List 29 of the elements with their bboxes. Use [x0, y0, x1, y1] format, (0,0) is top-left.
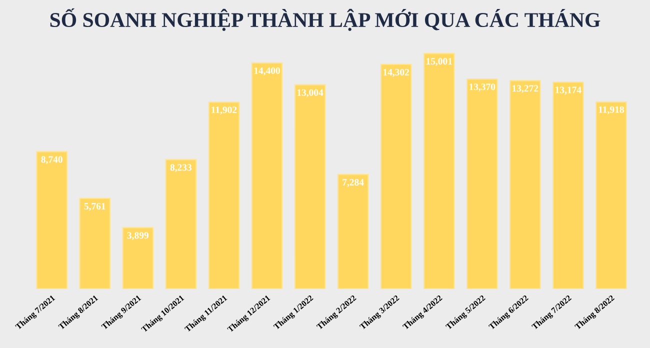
data-label: 11,902 — [212, 106, 237, 115]
data-label: 13,272 — [512, 85, 538, 94]
bar — [380, 64, 412, 289]
bar — [596, 101, 627, 289]
bar — [79, 198, 110, 289]
bar — [165, 159, 197, 289]
data-label: 7,284 — [342, 179, 364, 187]
data-label: 13,174 — [556, 86, 582, 95]
bar — [510, 80, 541, 289]
data-label: 8,740 — [41, 156, 62, 164]
data-label: 13,004 — [297, 89, 324, 98]
bar — [122, 227, 154, 289]
bar — [552, 82, 584, 289]
bar — [423, 52, 455, 289]
bar — [251, 62, 283, 289]
data-label: 13,370 — [470, 84, 496, 92]
bar — [466, 78, 498, 289]
data-label: 14,400 — [254, 67, 280, 76]
data-label: 14,302 — [383, 68, 409, 77]
bar — [337, 174, 369, 289]
data-label: 11,918 — [598, 106, 624, 114]
data-label: 8,233 — [170, 164, 192, 172]
bar — [208, 102, 240, 289]
data-label: 3,899 — [127, 232, 148, 240]
data-label: 5,761 — [84, 202, 106, 211]
bar — [294, 84, 326, 289]
data-label: 15,001 — [426, 58, 452, 66]
bar — [36, 151, 68, 289]
chart-title: SỐ SOANH NGHIỆP THÀNH LẬP MỚI QUA CÁC THÁNG — [50, 8, 600, 31]
